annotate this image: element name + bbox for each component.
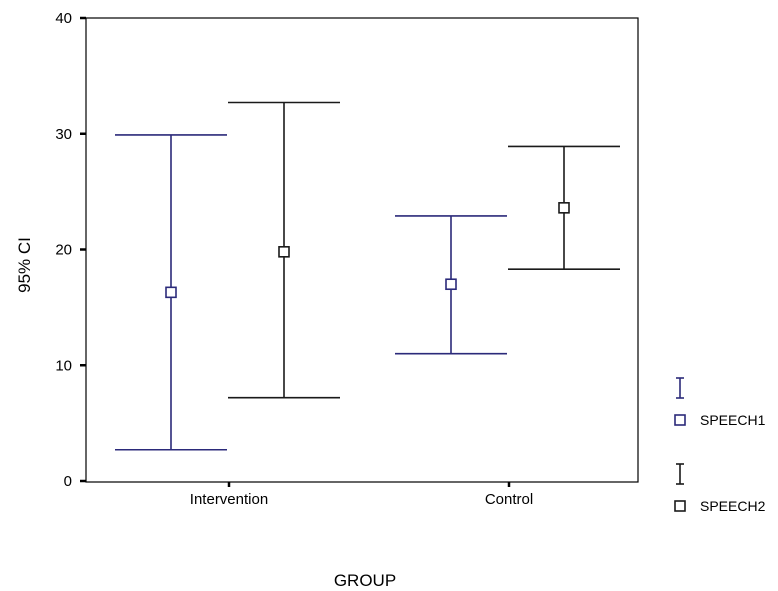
y-axis: 0 10 20 30 40 xyxy=(55,10,86,490)
legend-marker-icon xyxy=(674,500,686,512)
y-tick-label: 30 xyxy=(55,126,72,143)
plot-frame xyxy=(85,17,639,483)
y-tick-label: 10 xyxy=(55,357,72,374)
x-axis-title: GROUP xyxy=(334,571,396,590)
mean-marker xyxy=(445,278,457,291)
error-bars xyxy=(115,101,620,451)
y-axis-title: 95% CI xyxy=(15,237,34,293)
x-tick-label: Control xyxy=(485,491,533,508)
legend-label: SPEECH1 xyxy=(700,412,766,428)
legend: SPEECH1 SPEECH2 xyxy=(674,377,766,514)
x-axis: Intervention Control xyxy=(190,482,533,508)
y-tick-label: 20 xyxy=(55,242,72,259)
y-tick-label: 40 xyxy=(55,10,72,27)
mean-marker xyxy=(278,246,290,258)
y-tick-label: 0 xyxy=(64,473,72,490)
x-tick-label: Intervention xyxy=(190,491,268,508)
mean-marker xyxy=(558,202,570,214)
legend-label: SPEECH2 xyxy=(700,498,766,514)
mean-marker xyxy=(165,286,177,299)
legend-marker-icon xyxy=(674,414,686,426)
